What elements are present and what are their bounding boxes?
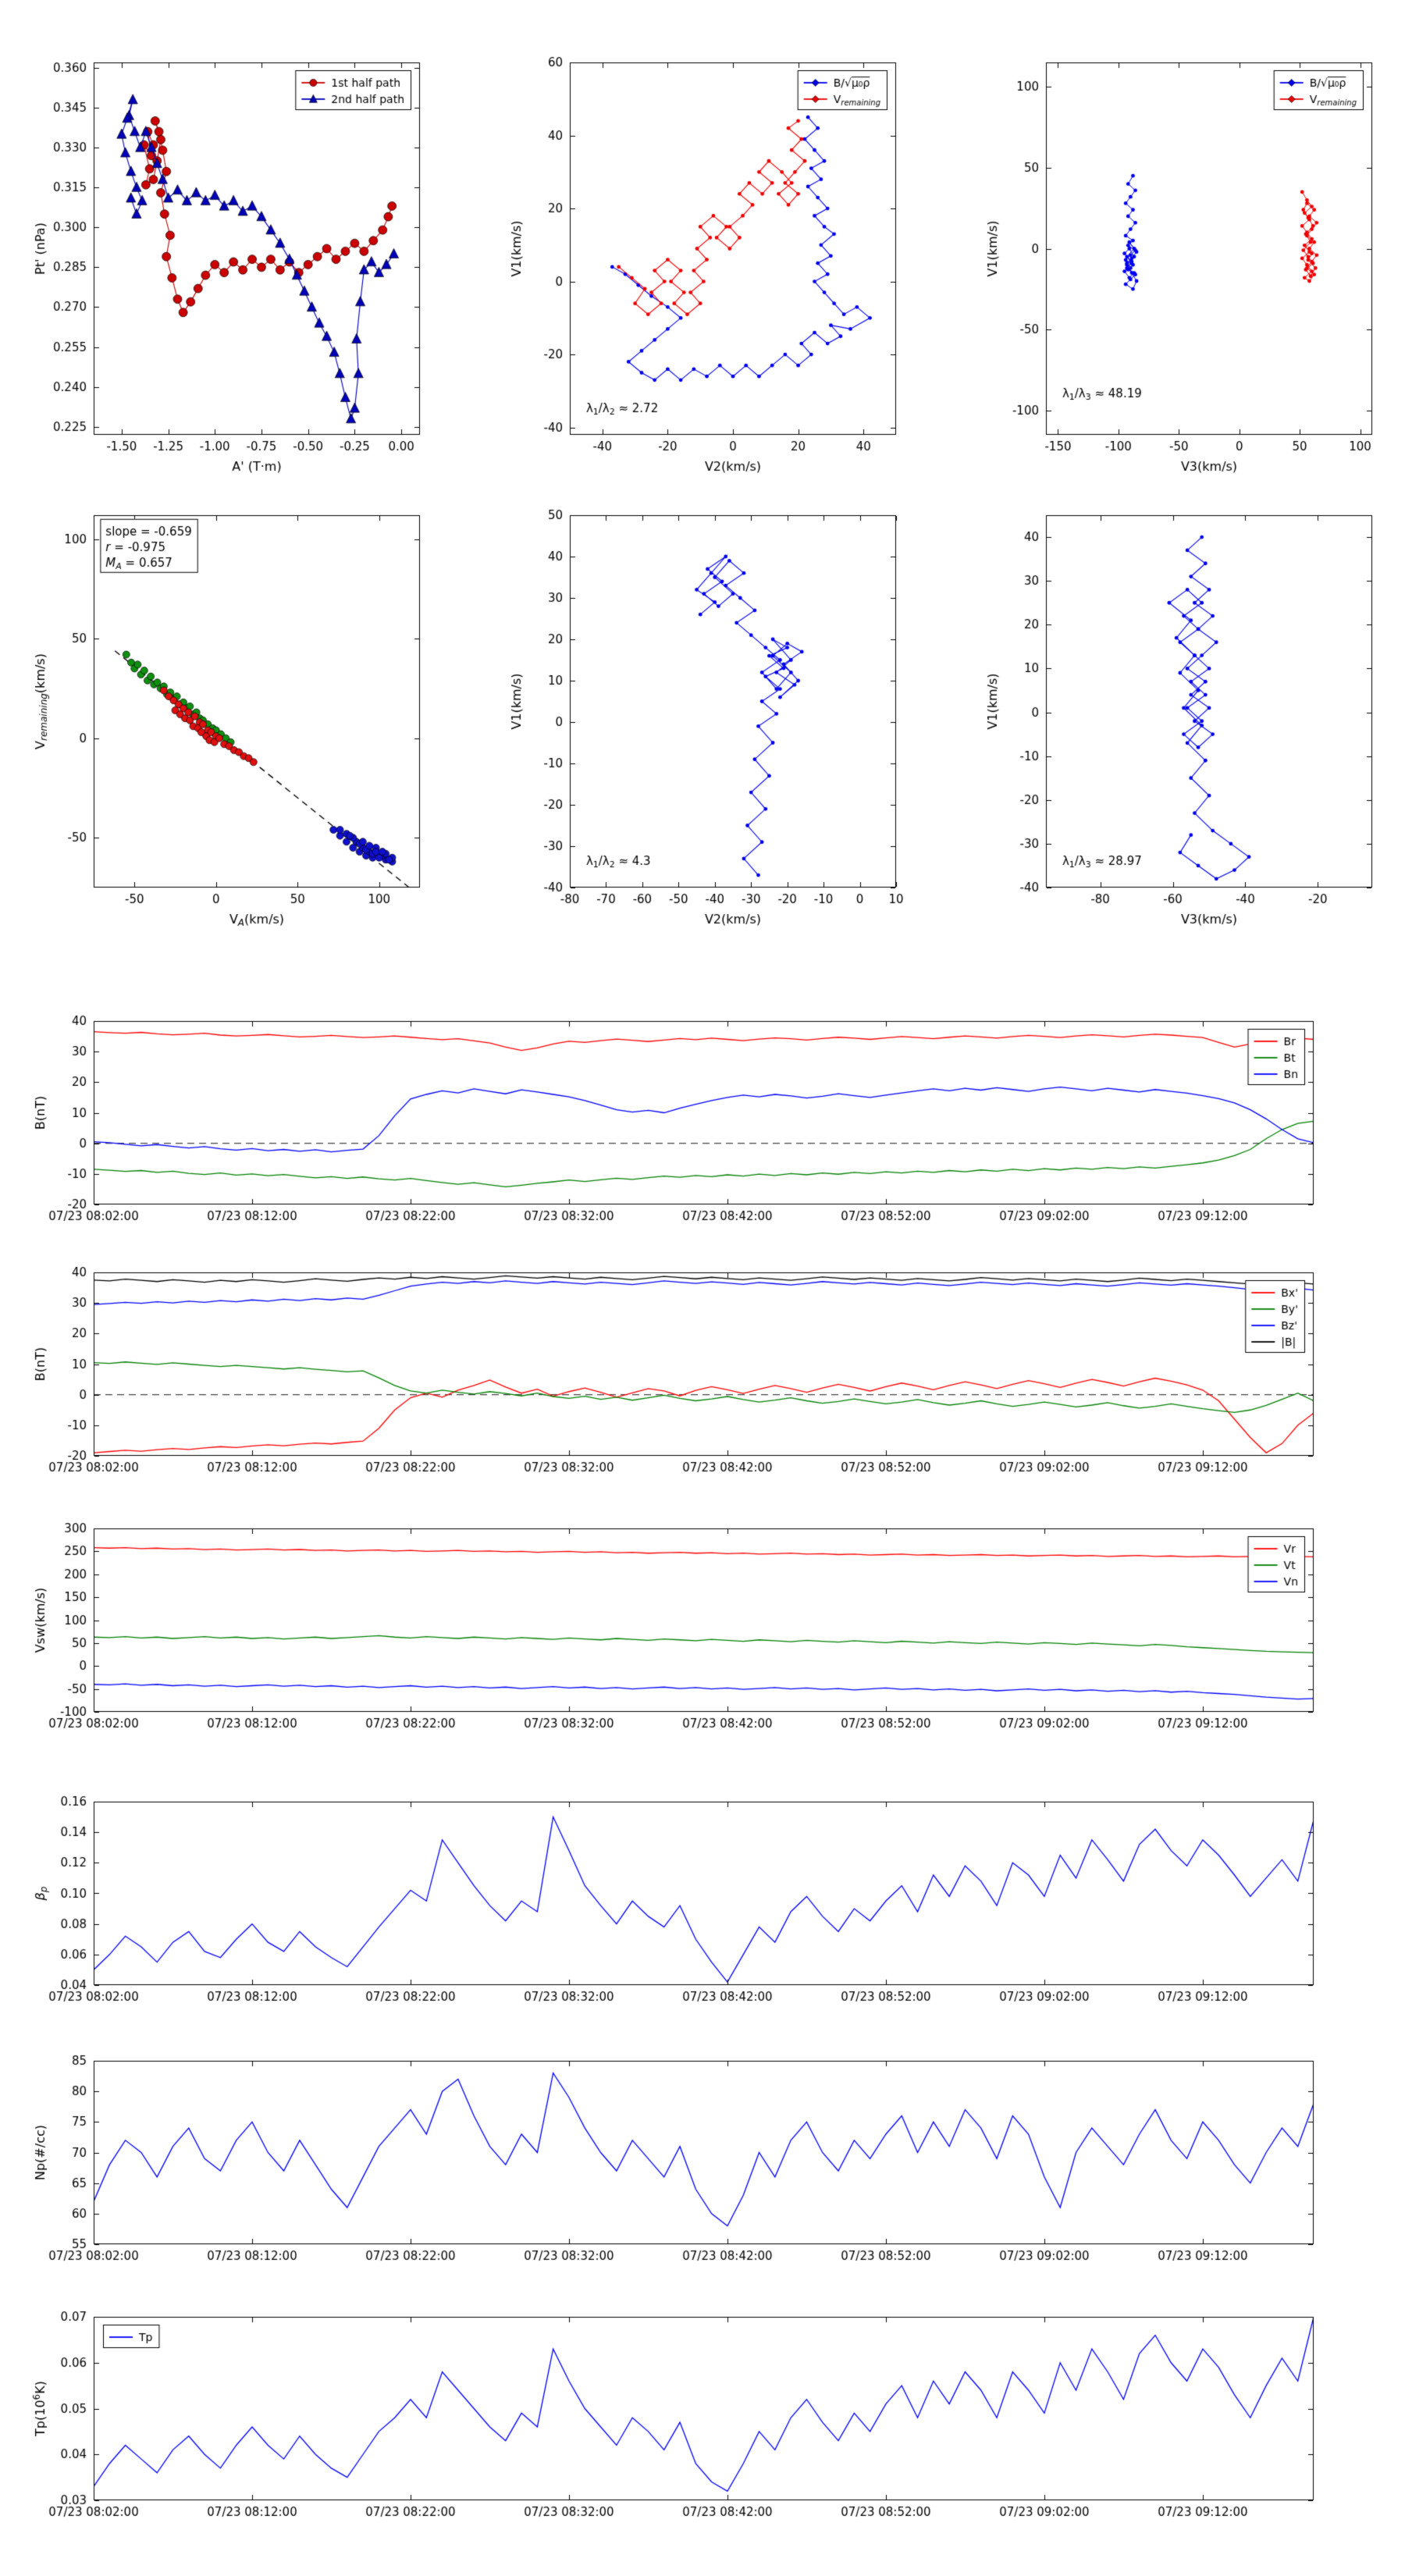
proton-density-chart bbox=[27, 2030, 1329, 2287]
walen-test-chart bbox=[27, 484, 432, 933]
b-fluxrope-chart bbox=[27, 1241, 1329, 1499]
hodogram-v3-mvab-chart bbox=[980, 31, 1384, 480]
plasma-beta-chart bbox=[27, 1770, 1329, 2028]
vsw-chart bbox=[27, 1497, 1329, 1755]
hodogram-v3-mvav-chart bbox=[980, 484, 1384, 933]
transverse-pressure-chart bbox=[27, 31, 432, 480]
proton-temperature-chart bbox=[27, 2286, 1329, 2543]
b-rtn-chart bbox=[27, 990, 1329, 1247]
hodogram-v2-mvab-chart bbox=[503, 31, 908, 480]
hodogram-v2-mvav-chart bbox=[503, 484, 908, 933]
